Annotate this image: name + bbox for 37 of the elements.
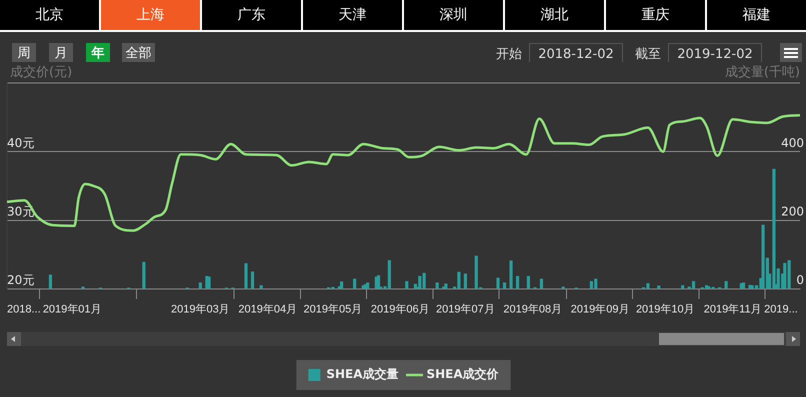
legend-label: SHEA成交价 <box>426 367 500 382</box>
x-tick-label: 2019年05月 <box>304 304 362 316</box>
x-tick-label: 2018... <box>7 304 41 316</box>
x-tick-label: 2019年09月 <box>570 304 630 316</box>
x-tick-label: 2019年11月 <box>704 304 762 316</box>
legend-label: SHEA成交量 <box>326 367 398 382</box>
x-tick-label: 2019年01月 <box>42 304 102 316</box>
x-tick-label: 2019年03月 <box>171 304 230 316</box>
x-tick-label: 2019年08月 <box>503 304 562 316</box>
text: 月 <box>49 43 73 65</box>
y-tick-label: 40元 <box>7 136 34 150</box>
text: 福建 <box>705 0 806 30</box>
text: 2019-12-02 <box>668 43 762 65</box>
text: 周 <box>12 43 36 65</box>
text: 北京 <box>0 0 99 30</box>
y2-tick-label: 0 <box>796 273 804 288</box>
x-tick-label: 2019年10月 <box>636 304 695 316</box>
y2-tick-label: 400 <box>781 136 804 150</box>
text: 深圳 <box>402 0 503 30</box>
x-tick-label: 2019年06月 <box>370 304 430 316</box>
x-tick-label: 2019年04月 <box>238 304 298 316</box>
text: 天津 <box>301 0 402 30</box>
y2-axis-title: 成交量(千吨) <box>724 64 800 80</box>
text: 上海 <box>99 0 200 30</box>
text: 开始 <box>496 46 522 63</box>
y-axis-title: 成交价(元) <box>10 64 72 80</box>
text: 截至 <box>635 46 661 63</box>
text: 广东 <box>200 0 301 30</box>
text: 湖北 <box>503 0 604 30</box>
text: 重庆 <box>604 0 705 30</box>
text: 2018-12-02 <box>529 43 623 65</box>
text: 全部 <box>122 43 155 65</box>
text: 年 <box>86 43 110 65</box>
x-tick-label: 2019... <box>764 304 798 316</box>
y-tick-label: 20元 <box>7 273 34 288</box>
x-tick-label: 2019年07月 <box>436 304 495 316</box>
y2-tick-label: 200 <box>781 204 804 218</box>
